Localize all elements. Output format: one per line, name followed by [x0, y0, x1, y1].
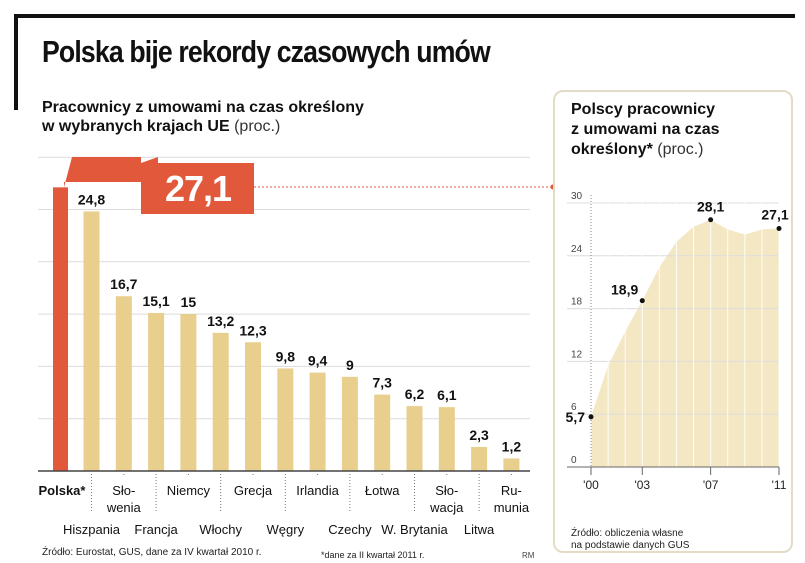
right-chart-subtitle: Polscy pracownicy z umowami na czas okre…	[571, 100, 720, 160]
category-label: Niemcy	[167, 483, 211, 498]
y-tick-label: 30	[571, 191, 583, 202]
y-tick-label: 24	[571, 244, 583, 255]
category-label: Irlandia	[296, 483, 339, 498]
point-value-label: 5,7	[566, 409, 586, 425]
left-subtitle-unit: (proc.)	[234, 118, 281, 135]
bar	[212, 332, 229, 471]
bar	[115, 296, 132, 471]
category-label: Hiszpania	[63, 522, 121, 537]
category-label: Ru-	[501, 483, 522, 498]
right-source-note: Źródło: obliczenia własne na podstawie d…	[571, 528, 781, 552]
bar	[341, 376, 358, 471]
bar-value-label: 9,4	[308, 353, 328, 369]
left-subtitle-line2: w wybranych krajach UE	[42, 118, 230, 135]
category-label: Litwa	[464, 522, 495, 537]
bar-value-label: 7,3	[372, 375, 392, 391]
category-label: Włochy	[199, 522, 242, 537]
author-initials: RM	[522, 551, 535, 560]
page-title: Polska bije rekordy czasowych umów	[42, 34, 491, 69]
point-value-label: 28,1	[697, 199, 724, 215]
bar	[438, 407, 455, 471]
right-subtitle-line1: Polscy pracownicy	[571, 101, 716, 118]
bar-highlight	[53, 187, 68, 471]
data-point	[708, 217, 714, 223]
area-chart: 0 6 12 18 24 30 '00 '03 '07 '11 5,7 18,9 28,1 27,1	[566, 191, 789, 492]
category-label: Polska*	[39, 483, 87, 498]
right-subtitle-line3-wrap: określony* (proc.)	[571, 140, 720, 160]
category-label: W. Brytania	[381, 522, 448, 537]
bar-value-label: 2,3	[469, 427, 489, 443]
category-label: Sło-	[435, 483, 458, 498]
x-tick-label: '03	[634, 478, 650, 492]
category-label: Sło-	[112, 483, 135, 498]
right-source-line1: Źródło: obliczenia własne	[571, 528, 684, 539]
bar-value-label: 9,8	[276, 348, 296, 364]
bar-value-label: 12,3	[239, 322, 266, 338]
callout-connector	[64, 157, 141, 188]
bar-value-label: 16,7	[110, 276, 137, 292]
category-label: Węgry	[267, 522, 305, 537]
bar-value-label: 6,1	[437, 387, 457, 403]
bar-value-label: 1,2	[502, 438, 522, 454]
bar	[406, 406, 423, 471]
y-tick-label: 12	[571, 349, 583, 360]
right-subtitle-unit: (proc.)	[657, 141, 704, 158]
category-label: Grecja	[234, 483, 273, 498]
x-tick-label: '07	[703, 478, 719, 492]
category-label: Łotwa	[365, 483, 400, 498]
point-value-label: 27,1	[761, 207, 788, 223]
bar-value-label: 9	[346, 357, 354, 373]
category-label: Czechy	[328, 522, 372, 537]
category-label: Francja	[134, 522, 178, 537]
data-point	[639, 298, 645, 304]
right-subtitle-line3: określony*	[571, 141, 653, 158]
callout-value-label: 27,1	[165, 168, 232, 209]
bar	[374, 394, 391, 471]
y-tick-label: 0	[571, 455, 577, 466]
right-subtitle-line2: z umowami na czas	[571, 121, 720, 138]
area-series	[591, 219, 779, 467]
left-chart-subtitle: Pracownicy z umowami na czas określony w…	[42, 98, 364, 136]
left-source-note: Źródło: Eurostat, GUS, dane za IV kwarta…	[42, 547, 262, 558]
bar	[471, 446, 488, 471]
category-label: wenia	[106, 500, 142, 515]
bar	[309, 372, 326, 471]
left-rule	[14, 14, 18, 110]
right-source-line2: na podstawie danych GUS	[571, 540, 690, 551]
category-label: wacja	[429, 500, 464, 515]
point-value-label: 18,9	[611, 282, 638, 298]
bar	[148, 312, 165, 471]
category-label: munia	[494, 500, 530, 515]
data-point	[776, 226, 782, 232]
bar	[503, 458, 520, 471]
footnote: *dane za II kwartał 2011 r.	[321, 550, 425, 560]
bar	[277, 368, 294, 471]
bar-value-label: 15	[181, 294, 197, 310]
left-subtitle-line1: Pracownicy z umowami na czas określony	[42, 99, 364, 116]
top-rule	[14, 14, 795, 18]
bar	[83, 211, 100, 471]
bar-chart: 24,8 16,7 15,1 15 13,2 12,3 9,8 9,4 9 7,3 6,2 6,1 2,…	[38, 156, 556, 537]
y-tick-label: 6	[571, 402, 577, 413]
x-tick-label: '00	[583, 478, 599, 492]
bar	[180, 314, 197, 471]
bar-value-label: 6,2	[405, 386, 425, 402]
y-tick-label: 18	[571, 297, 583, 308]
data-point	[588, 414, 594, 420]
x-tick-label: '11	[772, 478, 787, 492]
bar-value-label: 13,2	[207, 313, 234, 329]
bar-value-label: 15,1	[142, 293, 169, 309]
bar-value-label: 24,8	[78, 191, 105, 207]
callout-tab	[141, 157, 158, 163]
left-subtitle-line2-wrap: w wybranych krajach UE (proc.)	[42, 117, 364, 136]
callout-box	[141, 163, 254, 214]
bar	[245, 342, 261, 471]
